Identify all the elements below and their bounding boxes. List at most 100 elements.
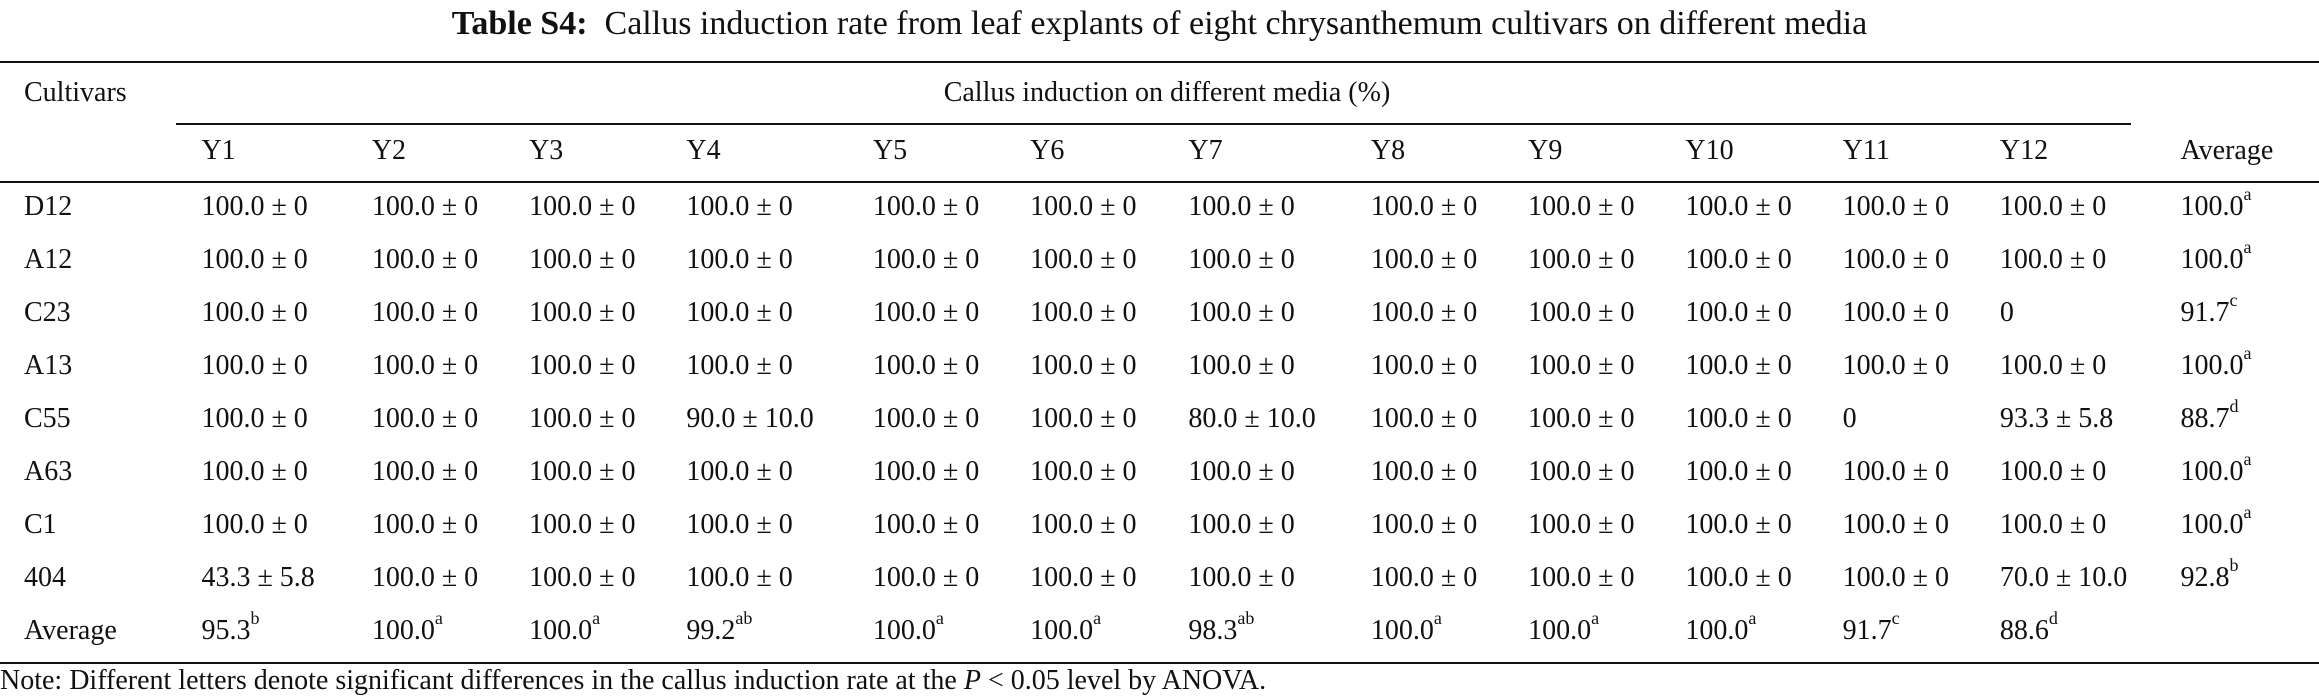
average-cell: 100.0a [348,604,505,657]
header-row-media: Y1 Y2 Y3 Y4 Y5 Y6 Y7 Y8 Y9 Y10 Y11 Y12 Average [0,122,2319,180]
note-p-symbol: P [963,665,981,696]
average-cell-value: 91.7 [1842,614,1892,646]
row-average: 91.7c [2157,286,2319,339]
column-header: Y11 [1842,135,1890,166]
table-cell: 100.0 ± 0 [529,508,636,540]
average-cell-significance: a [1591,608,1600,629]
table-cell: 100.0 ± 0 [872,243,980,275]
table-cell: 100.0 ± 0 [1999,508,2107,540]
row-average-value: 92.8 [2180,561,2230,593]
table-row: A12 100.0 ± 0 100.0 ± 0 100.0 ± 0 100.0 ± 0 1… [0,233,2319,286]
column-header: Y9 [1528,135,1563,166]
table-cell: 100.0 ± 0 [1188,349,1295,381]
row-average: 100.0a [2157,233,2319,286]
bottom-rule [0,662,2319,664]
table-cell: 100.0 ± 0 [1528,349,1635,381]
average-cell-significance: a [434,608,443,629]
table-cell: 100.0 ± 0 [1188,455,1295,487]
average-cell-value: 100.0 [1370,614,1434,646]
table-cell: 100.0 ± 0 [872,296,980,328]
average-cell-significance: a [592,608,601,629]
table-cell: 100.0 ± 0 [529,455,636,487]
table-cell: 100.0 ± 0 [529,561,636,593]
column-header: Y10 [1685,135,1734,166]
column-header: Y2 [371,135,407,166]
average-cell-value: 98.3 [1188,614,1238,646]
table-cell: 100.0 ± 0 [529,190,636,222]
table-cell: 100.0 ± 0 [371,243,479,275]
table-title: Table S4: Callus induction rate from lea… [0,2,2319,46]
average-cell-significance: d [2048,608,2058,629]
average-cell-significance: a [1433,608,1442,629]
row-average-significance: b [2229,555,2239,576]
top-rule [0,61,2319,63]
average-cell: 95.3b [177,604,347,657]
table-cell: 100.0 ± 0 [1030,243,1137,275]
average-cell: 100.0a [1661,604,1818,657]
table-cell: 100.0 ± 0 [872,402,980,434]
average-cell: 98.3ab [1164,604,1346,657]
row-cultivar: 404 [24,561,66,593]
table-cell: 100.0 ± 0 [1030,402,1137,434]
average-cell-significance: ab [1237,608,1255,629]
row-average-significance: a [2243,184,2252,205]
table-cell: 100.0 ± 0 [1370,455,1478,487]
row-average-value: 100.0 [2180,243,2244,275]
row-average-value: 100.0 [2180,349,2244,381]
average-cell-significance: c [1891,608,1900,629]
table-cell: 100.0 ± 0 [1528,243,1635,275]
table-cell: 100.0 ± 0 [201,349,308,381]
table-cell: 100.0 ± 0 [872,508,980,540]
table-cell: 100.0 ± 0 [872,349,980,381]
average-row-spacer [2157,604,2319,657]
row-average-value: 100.0 [2180,455,2244,487]
header-row-group: Cultivars Callus induction on different m… [0,64,2319,122]
table-cell: 100.0 ± 0 [1685,296,1792,328]
row-average: 100.0a [2157,339,2319,392]
table-cell: 100.0 ± 0 [1685,349,1792,381]
table-cell: 100.0 ± 0 [686,508,793,540]
table-cell: 100.0 ± 0 [1685,243,1792,275]
table-cell: 100.0 ± 0 [1528,561,1635,593]
row-average-value: 100.0 [2180,190,2244,222]
column-header: Y5 [872,135,908,166]
average-row: Average 95.3b 100.0a 100.0a 99.2ab 100.0a 100.… [0,604,2319,657]
row-cultivar: A13 [24,349,73,381]
table-cell: 100.0 ± 0 [529,349,636,381]
table-cell: 100.0 ± 0 [201,190,308,222]
row-average-significance: a [2243,343,2252,364]
table-cell: 100.0 ± 0 [371,349,479,381]
average-cell: 100.0a [505,604,662,657]
average-cell-value: 100.0 [529,614,593,646]
table-row: A63 100.0 ± 0 100.0 ± 0 100.0 ± 0 100.0 ± 0 1… [0,445,2319,498]
row-average-value: 88.7 [2180,402,2230,434]
table-cell: 100.0 ± 0 [371,455,479,487]
table-cell: 93.3 ± 5.8 [1999,402,2114,434]
table-row: C55 100.0 ± 0 100.0 ± 0 100.0 ± 0 90.0 ± 10.… [0,392,2319,445]
table-cell: 100.0 ± 0 [686,561,793,593]
table-cell: 100.0 ± 0 [1528,296,1635,328]
table-cell: 100.0 ± 0 [1999,455,2107,487]
average-cell-value: 100.0 [1030,614,1094,646]
table-cell: 100.0 ± 0 [686,190,793,222]
average-row-label: Average [24,614,117,646]
average-cell: 100.0a [849,604,1006,657]
table-cell: 100.0 ± 0 [201,296,308,328]
table-cell: 100.0 ± 0 [1528,455,1635,487]
row-cultivar: A63 [24,455,73,487]
header-bottom-rule [0,181,2319,183]
average-cell: 91.7c [1819,604,1976,657]
row-average: 100.0a [2157,498,2319,551]
table-cell: 100.0 ± 0 [1370,349,1478,381]
table-cell: 100.0 ± 0 [1842,190,1950,222]
row-average: 100.0a [2157,445,2319,498]
average-cell-value: 99.2 [686,614,736,646]
note-text-after: < 0.05 level by ANOVA. [980,665,1267,696]
average-cell-value: 100.0 [1685,614,1749,646]
table-cell: 100.0 ± 0 [1030,561,1137,593]
average-cell-value: 100.0 [872,614,936,646]
table-cell: 100.0 ± 0 [1528,190,1635,222]
column-header: Y6 [1030,135,1065,166]
table-cell: 100.0 ± 0 [529,243,636,275]
table-row: 404 43.3 ± 5.8 100.0 ± 0 100.0 ± 0 100.0 ± 0… [0,551,2319,604]
